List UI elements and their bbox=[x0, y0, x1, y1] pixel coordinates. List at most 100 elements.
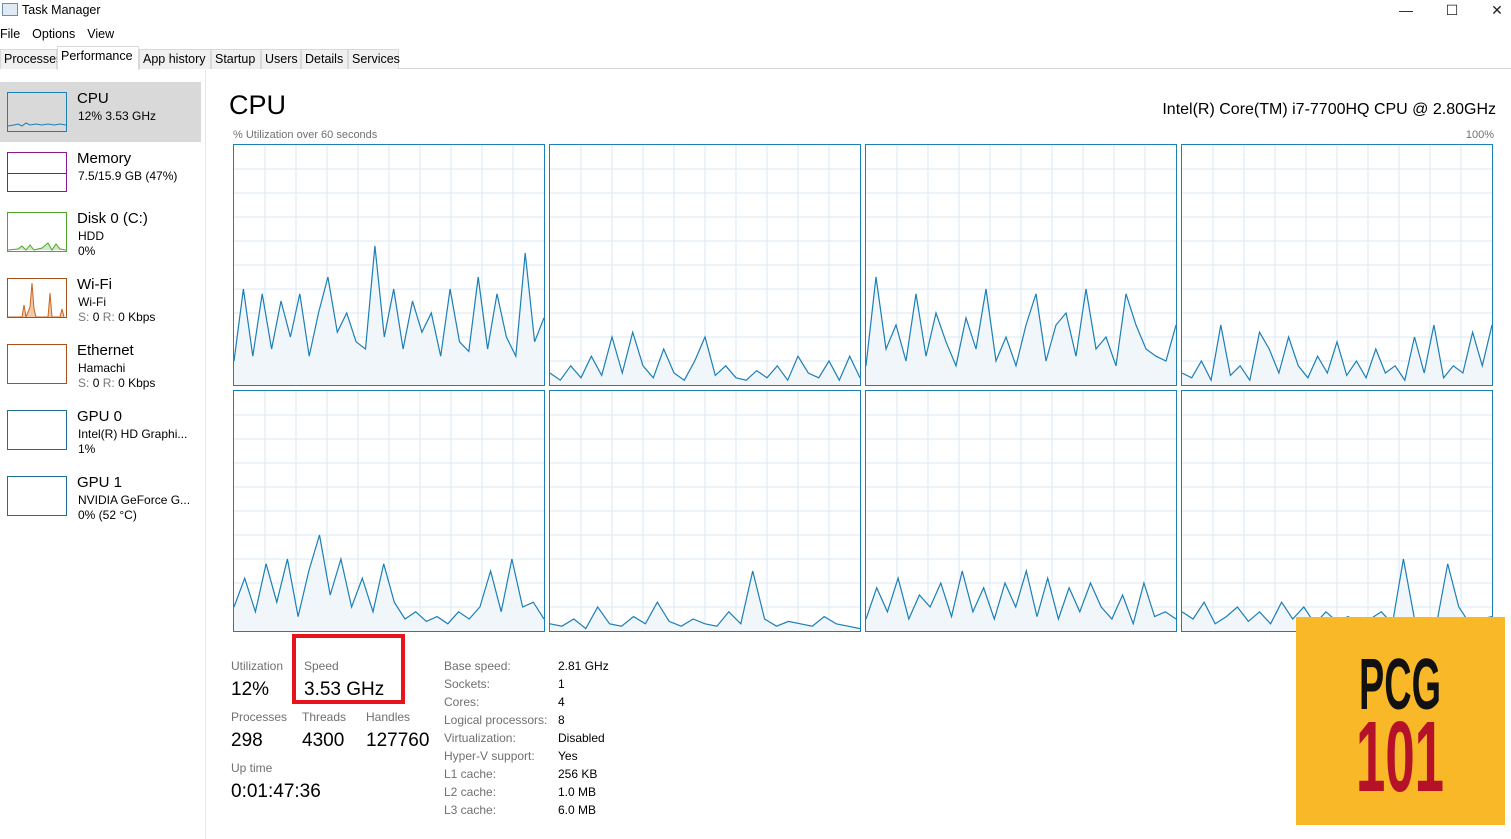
tab-startup[interactable]: Startup bbox=[211, 49, 261, 69]
graph-max-label: 100% bbox=[1465, 129, 1494, 141]
maximize-button[interactable]: ☐ bbox=[1445, 2, 1459, 18]
wifi-thumbnail-graph bbox=[7, 278, 67, 319]
core-graph-6 bbox=[865, 390, 1177, 632]
info-value: 256 KB bbox=[558, 767, 598, 781]
sidebar-item-cpu[interactable]: CPU 12% 3.53 GHz bbox=[0, 82, 201, 142]
menu-view[interactable]: View bbox=[87, 27, 115, 41]
core-graph-5 bbox=[549, 390, 861, 632]
threads-label: Threads bbox=[302, 710, 347, 724]
sidebar-item-disk[interactable]: Disk 0 (C:) HDD 0% bbox=[0, 202, 201, 262]
info-label: Base speed: bbox=[444, 659, 511, 673]
sidebar-detail: Intel(R) HD Graphi... bbox=[78, 427, 188, 441]
core-graph-1 bbox=[549, 144, 861, 386]
window-title: Task Manager bbox=[22, 3, 101, 17]
sidebar-label: Ethernet bbox=[77, 342, 134, 359]
sidebar-item-gpu1[interactable]: GPU 1 NVIDIA GeForce G... 0% (52 °C) bbox=[0, 466, 201, 526]
tab-processes[interactable]: Processes bbox=[0, 49, 62, 69]
sidebar-detail: 7.5/15.9 GB (47%) bbox=[78, 169, 178, 183]
sidebar-label: CPU bbox=[77, 90, 109, 107]
menu-options[interactable]: Options bbox=[32, 27, 76, 41]
sidebar-detail: Hamachi bbox=[78, 361, 126, 375]
sidebar-detail: Wi-Fi bbox=[78, 295, 106, 309]
info-label: Logical processors: bbox=[444, 713, 548, 727]
minimize-button[interactable]: — bbox=[1399, 2, 1413, 18]
task-manager-icon bbox=[2, 3, 18, 16]
core-graph-2 bbox=[865, 144, 1177, 386]
memory-thumbnail-graph bbox=[7, 152, 67, 192]
info-label: Sockets: bbox=[444, 677, 491, 691]
info-label: Hyper-V support: bbox=[444, 749, 535, 763]
utilization-label: Utilization bbox=[231, 659, 284, 673]
core-graph-area bbox=[550, 332, 860, 385]
sidebar-detail: 1% bbox=[78, 442, 96, 456]
info-value: 1.0 MB bbox=[558, 785, 597, 799]
info-label: Cores: bbox=[444, 695, 480, 709]
tab-details[interactable]: Details bbox=[301, 49, 348, 69]
info-value: 4 bbox=[558, 695, 565, 709]
uptime-value: 0:01:47:36 bbox=[231, 781, 321, 802]
sidebar-label: GPU 0 bbox=[77, 408, 123, 425]
menu-file[interactable]: File bbox=[0, 27, 21, 41]
gpu0-thumbnail-graph bbox=[7, 410, 67, 450]
info-value: 2.81 GHz bbox=[558, 659, 609, 673]
cpu-model: Intel(R) Core(TM) i7-7700HQ CPU @ 2.80GH… bbox=[1162, 101, 1496, 118]
sidebar-item-wifi[interactable]: Wi-Fi Wi-Fi S: 0 R: 0 Kbps bbox=[0, 268, 201, 328]
core-graph-line bbox=[1182, 324, 1492, 383]
handles-label: Handles bbox=[366, 710, 411, 724]
speed-label: Speed bbox=[304, 659, 339, 673]
gpu1-thumbnail-graph bbox=[7, 476, 67, 516]
sidebar-item-memory[interactable]: Memory 7.5/15.9 GB (47%) bbox=[0, 142, 201, 202]
core-graph-area bbox=[866, 571, 1176, 631]
close-button[interactable]: ✕ bbox=[1491, 2, 1503, 18]
sidebar-detail: HDD bbox=[78, 229, 104, 243]
sidebar-item-ethernet[interactable]: Ethernet Hamachi S: 0 R: 0 Kbps bbox=[0, 334, 201, 394]
handles-value: 127760 bbox=[366, 730, 430, 751]
info-value: 6.0 MB bbox=[558, 803, 597, 817]
core-graph-line bbox=[866, 568, 1176, 626]
core-graph-line bbox=[866, 276, 1176, 368]
sidebar-label: Memory bbox=[77, 150, 132, 167]
disk-thumbnail-graph bbox=[7, 212, 67, 252]
tab-app-history[interactable]: App history bbox=[139, 49, 211, 69]
core-graph-3 bbox=[1181, 144, 1493, 386]
core-graph-line bbox=[234, 245, 544, 362]
title-bar: Task Manager — ☐ ✕ bbox=[0, 0, 1511, 22]
page-title: CPU bbox=[229, 90, 287, 120]
info-label: L1 cache: bbox=[444, 767, 497, 781]
sidebar-item-gpu0[interactable]: GPU 0 Intel(R) HD Graphi... 1% bbox=[0, 400, 201, 460]
menu-bar: File Options View bbox=[0, 27, 126, 41]
tab-services[interactable]: Services bbox=[348, 49, 400, 69]
sidebar-label: GPU 1 bbox=[77, 474, 123, 491]
graph-label: % Utilization over 60 seconds bbox=[233, 129, 378, 141]
sidebar-detail: 0% bbox=[78, 244, 96, 258]
tab-performance[interactable]: Performance bbox=[57, 46, 139, 70]
svg-text:101: 101 bbox=[1356, 701, 1444, 813]
tab-bar: Processes Performance App history Startu… bbox=[0, 46, 1511, 70]
info-label: Virtualization: bbox=[444, 731, 516, 745]
core-graph-line bbox=[234, 534, 544, 625]
sidebar-detail: S: 0 R: 0 Kbps bbox=[78, 310, 156, 324]
ethernet-thumbnail-graph bbox=[7, 344, 67, 384]
info-label: L2 cache: bbox=[444, 785, 497, 799]
core-graph-area bbox=[866, 277, 1176, 385]
uptime-label: Up time bbox=[231, 761, 273, 775]
pcg101-watermark-logo: PCG 101 bbox=[1296, 617, 1505, 825]
sidebar-label: Wi-Fi bbox=[77, 276, 112, 293]
core-graph-area bbox=[1182, 325, 1492, 385]
info-value: 1 bbox=[558, 677, 565, 691]
core-graph-0 bbox=[233, 144, 545, 386]
tab-users[interactable]: Users bbox=[261, 49, 301, 69]
processes-value: 298 bbox=[231, 730, 263, 751]
core-graph-7 bbox=[1181, 390, 1493, 632]
cpu-thumbnail-graph bbox=[7, 92, 67, 132]
info-value: 8 bbox=[558, 713, 565, 727]
utilization-value: 12% bbox=[231, 679, 270, 700]
sidebar-detail: 12% 3.53 GHz bbox=[78, 109, 157, 123]
info-label: L3 cache: bbox=[444, 803, 497, 817]
sidebar-detail: 0% (52 °C) bbox=[78, 508, 137, 522]
pane-divider[interactable] bbox=[205, 70, 206, 839]
core-graph-line bbox=[550, 329, 860, 382]
speed-highlight-box bbox=[292, 634, 405, 704]
sidebar-detail: S: 0 R: 0 Kbps bbox=[78, 376, 156, 390]
core-graph-area bbox=[1182, 559, 1492, 631]
